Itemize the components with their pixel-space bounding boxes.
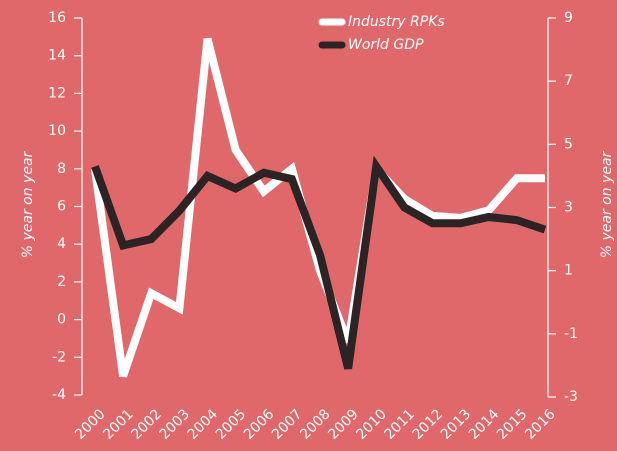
y2-axis-label: % year on year [599,150,615,258]
y-tick-label: 0 [57,312,66,328]
y-tick-label: 16 [48,10,66,26]
legend-label: Industry RPKs [348,14,445,30]
y2-tick-label: 9 [564,10,573,26]
chart: % year on year % year on year -4 -2 0 2 4 6 8 1… [0,0,617,451]
y-tick-label: 8 [57,161,66,177]
y-tick-label: 14 [48,48,66,64]
y-axis-label: % year on year [20,150,36,258]
y-tick-label: -4 [52,387,66,403]
y-tick-label: 10 [48,123,66,139]
legend-label: World GDP [348,37,424,53]
y-tick-label: -2 [52,349,66,365]
y-tick-label: 4 [57,236,66,252]
y-tick-label: 2 [57,274,66,290]
y-tick-label: 12 [48,85,66,101]
y2-tick-label: 1 [564,263,573,279]
y2-tick-label: 7 [564,73,573,89]
y-tick-label: 6 [57,199,66,215]
y2-tick-label: -3 [564,389,578,405]
y2-tick-label: 5 [564,136,573,152]
page: % year on year % year on year -4 -2 0 2 4 6 8 1… [0,0,617,451]
y2-tick-label: -1 [564,326,578,342]
y2-tick-label: 3 [564,200,573,216]
